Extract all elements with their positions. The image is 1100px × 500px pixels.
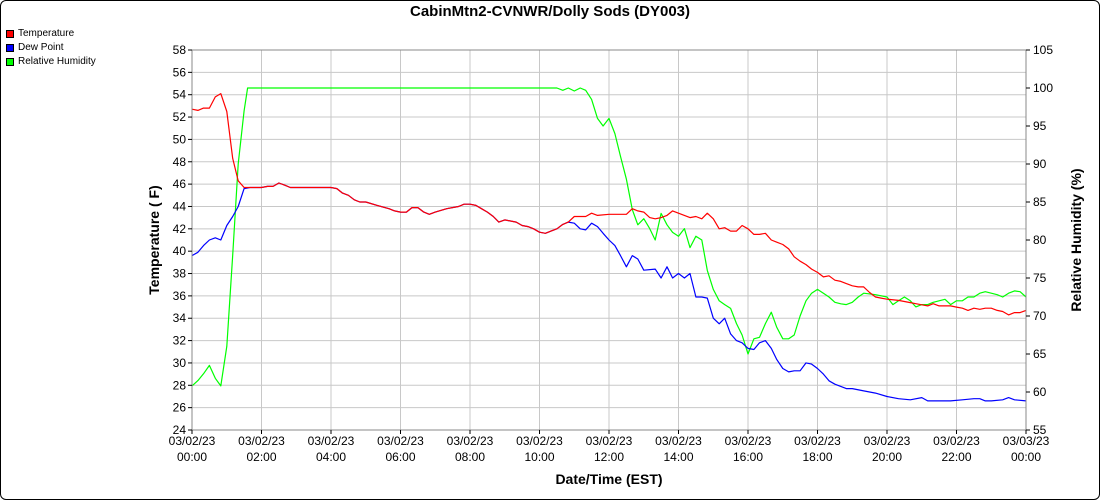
y-tick-label-left: 36 [173, 289, 187, 303]
legend-swatch-temperature [6, 30, 14, 38]
legend-label-temperature: Temperature [18, 28, 75, 39]
legend-label-dew-point: Dew Point [18, 42, 64, 53]
x-tick-label-date: 03/03/23 [1003, 434, 1050, 448]
x-tick-label-time: 12:00 [594, 450, 624, 464]
y-tick-label-left: 34 [173, 311, 187, 325]
x-tick-label-date: 03/02/23 [308, 434, 355, 448]
x-tick-label-time: 00:00 [1011, 450, 1041, 464]
series-lines [191, 87, 1027, 402]
legend-swatch-relative-humidity [6, 58, 14, 66]
x-tick-label-time: 20:00 [872, 450, 902, 464]
x-tick-label-date: 03/02/23 [169, 434, 216, 448]
y-tick-label-left: 32 [173, 334, 187, 348]
x-tick-label-date: 03/02/23 [447, 434, 494, 448]
legend-label-relative-humidity: Relative Humidity [18, 56, 96, 67]
x-tick-label-time: 04:00 [316, 450, 346, 464]
x-tick-label-time: 16:00 [733, 450, 763, 464]
x-tick-label-date: 03/02/23 [794, 434, 841, 448]
y-tick-label-right: 75 [1033, 271, 1047, 285]
y-tick-label-left: 24 [173, 423, 187, 437]
legend-swatch-dew-point [6, 44, 14, 52]
x-tick-label-date: 03/02/23 [377, 434, 424, 448]
x-tick-label-date: 03/02/23 [655, 434, 702, 448]
x-tick-label-date: 03/02/23 [238, 434, 285, 448]
y-tick-label-right: 55 [1033, 423, 1047, 437]
legend: Temperature Dew Point Relative Humidity [6, 27, 96, 69]
axis-ticks: 24 26 28 30 32 34 36 38 40 42 44 46 48 50 52 54 56 58 55 60… [169, 43, 1054, 464]
y-tick-label-left: 50 [173, 132, 187, 146]
y-tick-label-right: 85 [1033, 195, 1047, 209]
y-tick-label-left: 40 [173, 244, 187, 258]
y-tick-label-left: 48 [173, 155, 187, 169]
y-tick-label-right: 105 [1033, 43, 1053, 57]
legend-item-temperature: Temperature [6, 27, 96, 41]
x-tick-label-time: 02:00 [246, 450, 276, 464]
y-tick-label-left: 52 [173, 110, 187, 124]
y-tick-label-left: 56 [173, 65, 187, 79]
y-tick-label-right: 95 [1033, 119, 1047, 133]
y-tick-label-right: 60 [1033, 385, 1047, 399]
series-line-relative-humidity [191, 87, 1027, 387]
legend-item-relative-humidity: Relative Humidity [6, 55, 96, 69]
x-tick-label-time: 08:00 [455, 450, 485, 464]
y-tick-label-right: 100 [1033, 81, 1053, 95]
y-tick-label-right: 80 [1033, 233, 1047, 247]
y-axis-title-right: Relative Humidity (%) [1068, 168, 1084, 311]
y-tick-label-left: 26 [173, 401, 187, 415]
x-tick-label-time: 00:00 [177, 450, 207, 464]
y-tick-label-left: 30 [173, 356, 187, 370]
x-tick-label-date: 03/02/23 [933, 434, 980, 448]
x-tick-label-date: 03/02/23 [516, 434, 563, 448]
y-tick-label-left: 28 [173, 378, 187, 392]
y-tick-label-right: 70 [1033, 309, 1047, 323]
y-tick-label-left: 54 [173, 88, 187, 102]
x-tick-label-date: 03/02/23 [586, 434, 633, 448]
y-tick-label-right: 90 [1033, 157, 1047, 171]
x-tick-label-time: 22:00 [941, 450, 971, 464]
x-tick-label-date: 03/02/23 [864, 434, 911, 448]
y-axis-title-left: Temperature ( F) [146, 185, 162, 294]
y-tick-label-left: 44 [173, 199, 187, 213]
y-tick-label-left: 58 [173, 43, 187, 57]
x-tick-label-time: 14:00 [663, 450, 693, 464]
x-tick-label-time: 18:00 [802, 450, 832, 464]
x-tick-label-time: 06:00 [385, 450, 415, 464]
y-tick-label-left: 46 [173, 177, 187, 191]
y-tick-label-left: 42 [173, 222, 187, 236]
x-tick-label-time: 10:00 [524, 450, 554, 464]
x-tick-label-date: 03/02/23 [725, 434, 772, 448]
y-tick-label-right: 65 [1033, 347, 1047, 361]
chart-title: CabinMtn2-CVNWR/Dolly Sods (DY003) [409, 3, 691, 20]
x-axis-title: Date/Time (EST) [555, 471, 662, 487]
y-tick-label-left: 38 [173, 267, 187, 281]
series-line-temperature [191, 92, 1027, 316]
legend-item-dew-point: Dew Point [6, 41, 96, 55]
